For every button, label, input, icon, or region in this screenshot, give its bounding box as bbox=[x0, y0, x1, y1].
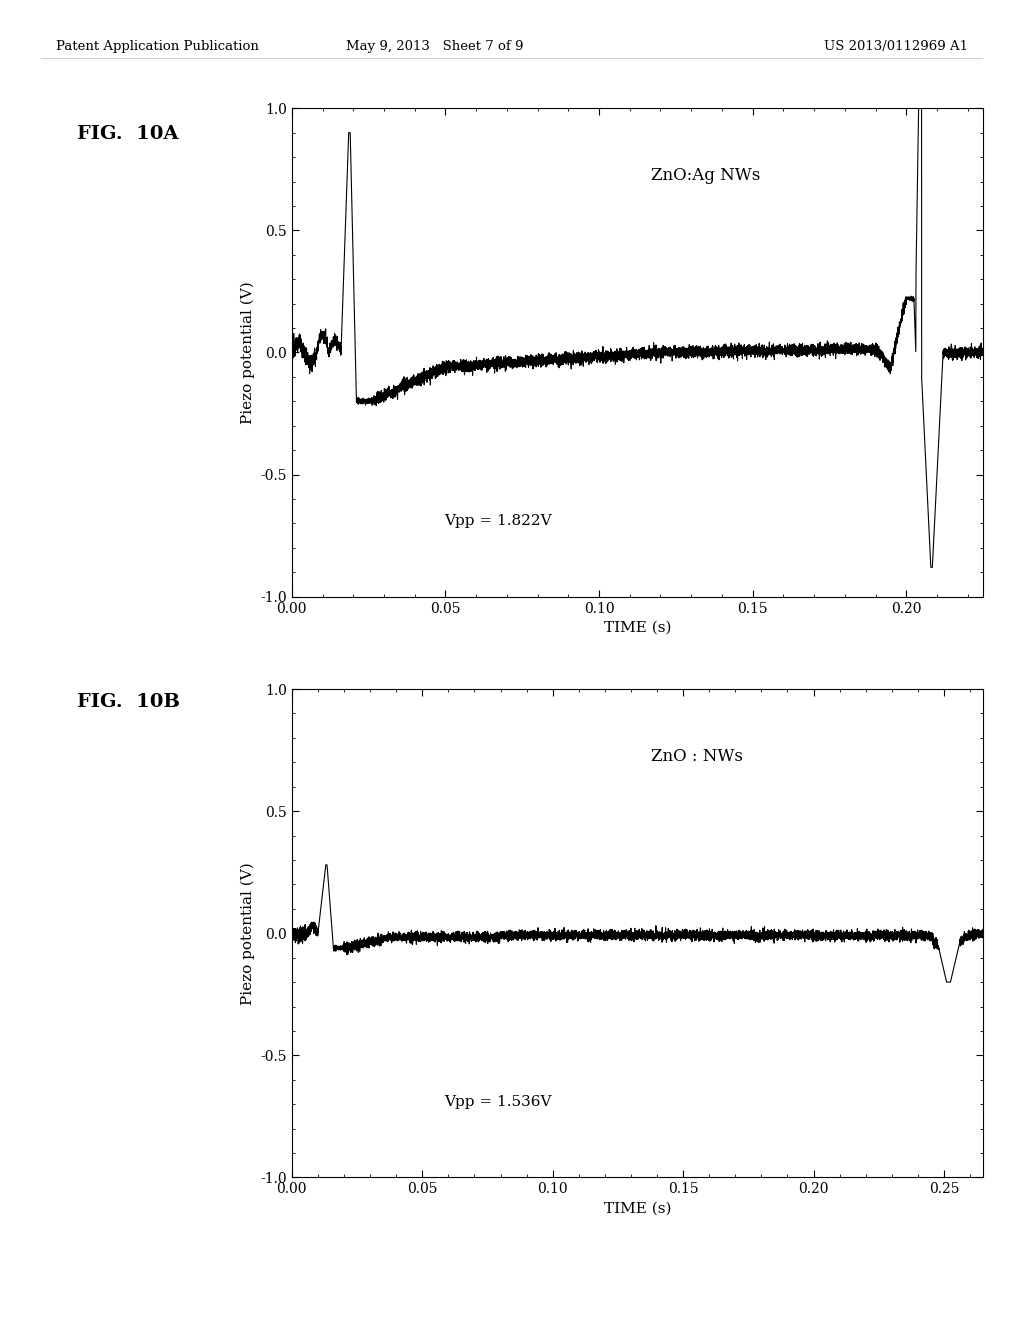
Text: FIG.  10A: FIG. 10A bbox=[77, 125, 178, 144]
Text: Vpp = 1.536V: Vpp = 1.536V bbox=[444, 1096, 551, 1109]
Text: ZnO:Ag NWs: ZnO:Ag NWs bbox=[651, 166, 761, 183]
Text: May 9, 2013   Sheet 7 of 9: May 9, 2013 Sheet 7 of 9 bbox=[346, 40, 524, 53]
Text: US 2013/0112969 A1: US 2013/0112969 A1 bbox=[823, 40, 968, 53]
Text: Patent Application Publication: Patent Application Publication bbox=[56, 40, 259, 53]
X-axis label: TIME (s): TIME (s) bbox=[604, 1201, 671, 1216]
X-axis label: TIME (s): TIME (s) bbox=[604, 620, 671, 635]
Y-axis label: Piezo potential (V): Piezo potential (V) bbox=[241, 862, 255, 1005]
Y-axis label: Piezo potential (V): Piezo potential (V) bbox=[241, 281, 255, 424]
Text: FIG.  10B: FIG. 10B bbox=[77, 693, 180, 711]
Text: Vpp = 1.822V: Vpp = 1.822V bbox=[444, 515, 552, 528]
Text: ZnO : NWs: ZnO : NWs bbox=[651, 747, 743, 764]
